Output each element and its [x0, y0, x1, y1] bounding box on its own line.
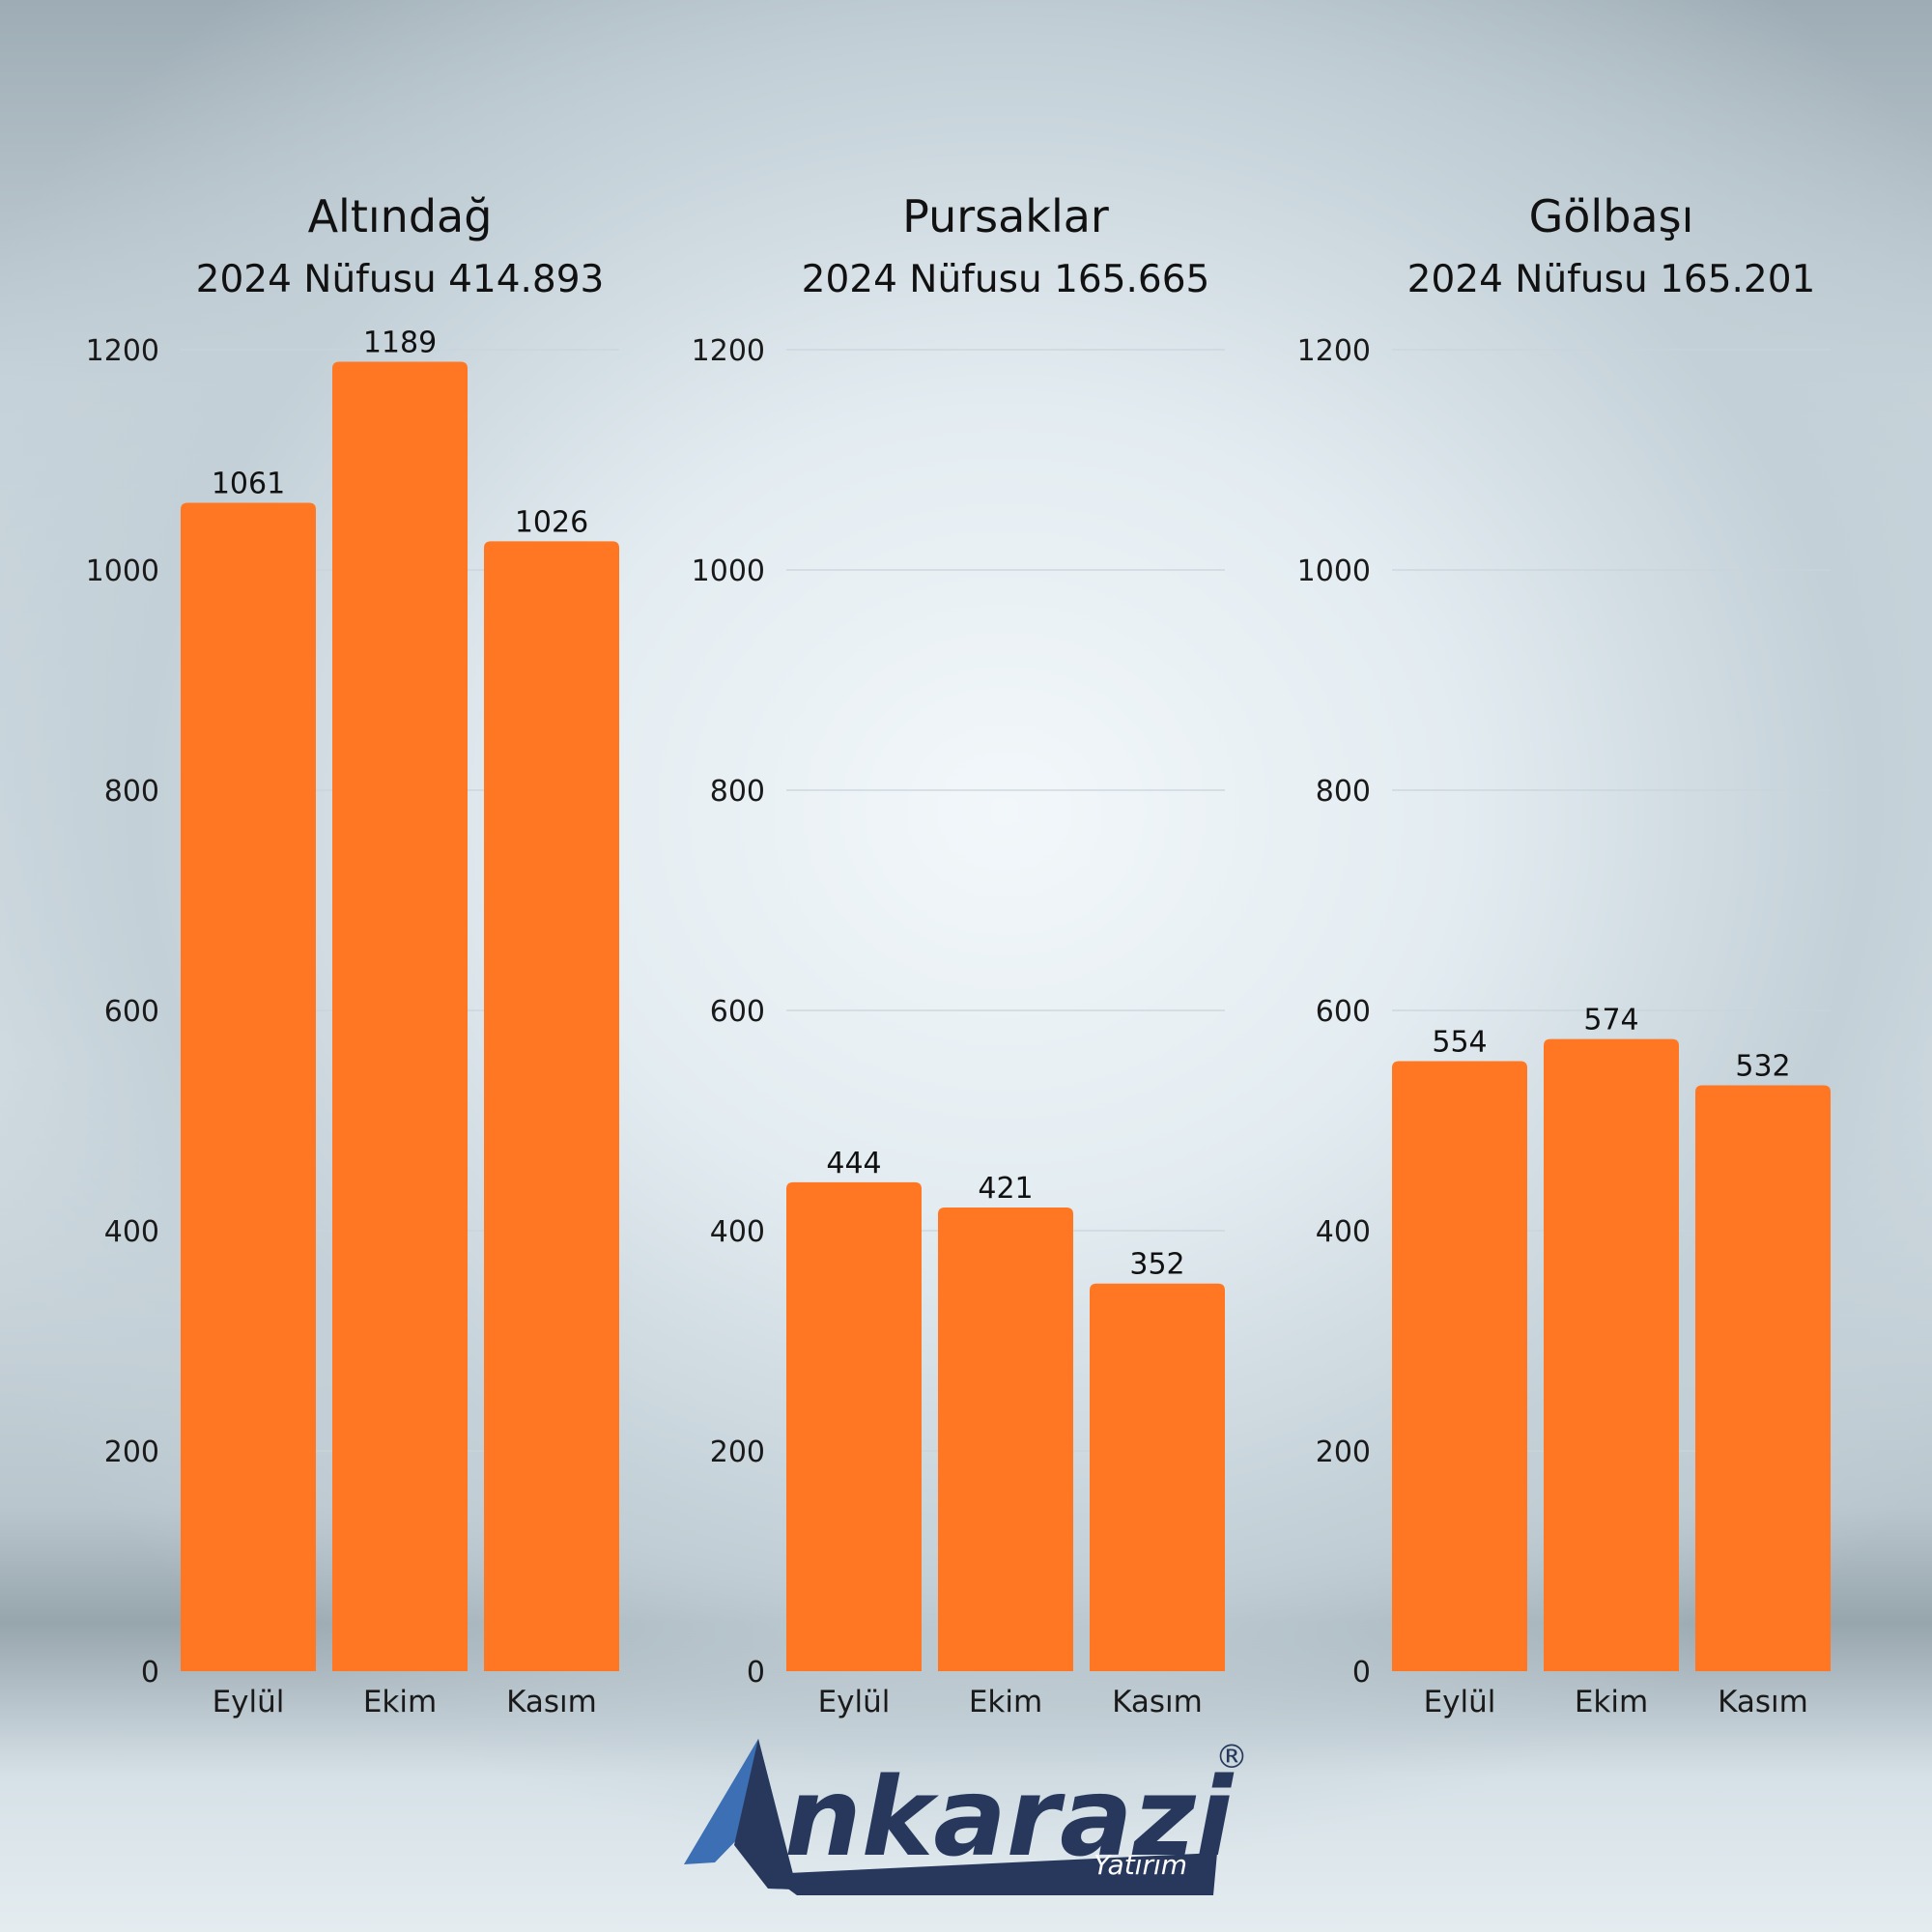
y-tick-label: 400: [710, 1215, 765, 1249]
y-tick-label: 0: [141, 1656, 159, 1690]
data-label: 1189: [363, 327, 437, 360]
category-label: Kasım: [1112, 1685, 1203, 1719]
data-label: 1061: [212, 467, 285, 500]
logo-registered-mark: ®: [1215, 1738, 1248, 1776]
bar-Ekim: [938, 1208, 1073, 1671]
logo-underline: [768, 1853, 1217, 1895]
bar-Eylül: [181, 502, 316, 1672]
data-label: 352: [1129, 1248, 1184, 1282]
y-tick-label: 200: [104, 1435, 159, 1469]
y-tick-label: 1000: [692, 554, 765, 588]
logo-a-shadow: [734, 1739, 797, 1889]
bar-Ekim: [1544, 1038, 1679, 1671]
logo-subtitle: Yatırım: [1094, 1849, 1187, 1881]
category-label: Kasım: [1718, 1685, 1808, 1719]
bar-Ekim: [332, 361, 468, 1671]
bar-Kasım: [1090, 1283, 1225, 1671]
panel-title: Pursaklar: [902, 190, 1109, 242]
data-label: 421: [978, 1172, 1033, 1206]
bar-Eylül: [786, 1181, 922, 1671]
panel-title: Gölbaşı: [1529, 190, 1694, 242]
y-tick-label: 800: [104, 775, 159, 809]
data-label: 554: [1432, 1025, 1487, 1059]
category-label: Kasım: [506, 1685, 597, 1719]
category-label: Eylül: [213, 1685, 285, 1719]
y-tick-label: 200: [1316, 1435, 1371, 1469]
panel-subtitle: 2024 Nüfusu 165.201: [1407, 258, 1816, 301]
y-tick-label: 1000: [1297, 554, 1371, 588]
panel-subtitle: 2024 Nüfusu 165.665: [802, 258, 1210, 301]
panel-title: Altındağ: [308, 190, 493, 242]
y-tick-label: 1200: [86, 334, 159, 368]
category-label: Ekim: [969, 1685, 1042, 1719]
y-tick-label: 0: [747, 1656, 765, 1690]
category-label: Ekim: [363, 1685, 437, 1719]
category-label: Eylül: [818, 1685, 891, 1719]
y-tick-label: 600: [104, 995, 159, 1029]
y-tick-label: 600: [1316, 995, 1371, 1029]
y-tick-label: 800: [1316, 775, 1371, 809]
y-tick-label: 600: [710, 995, 765, 1029]
y-tick-label: 200: [710, 1435, 765, 1469]
y-tick-label: 1000: [86, 554, 159, 588]
bar-Kasım: [484, 541, 619, 1671]
y-tick-label: 0: [1352, 1656, 1371, 1690]
category-label: Eylül: [1424, 1685, 1496, 1719]
ankarazi-logo: nkarazi Yatırım ®: [684, 1738, 1248, 1895]
category-label: Ekim: [1575, 1685, 1648, 1719]
bar-Kasım: [1695, 1085, 1831, 1671]
bar-Eylül: [1392, 1061, 1527, 1671]
panel-subtitle: 2024 Nüfusu 414.893: [196, 258, 605, 301]
data-label: 444: [826, 1147, 881, 1180]
data-label: 574: [1583, 1004, 1638, 1037]
y-tick-label: 1200: [1297, 334, 1371, 368]
data-label: 1026: [515, 505, 588, 539]
y-tick-label: 1200: [692, 334, 765, 368]
y-tick-label: 800: [710, 775, 765, 809]
y-tick-label: 400: [104, 1215, 159, 1249]
data-label: 532: [1735, 1050, 1790, 1084]
y-tick-label: 400: [1316, 1215, 1371, 1249]
